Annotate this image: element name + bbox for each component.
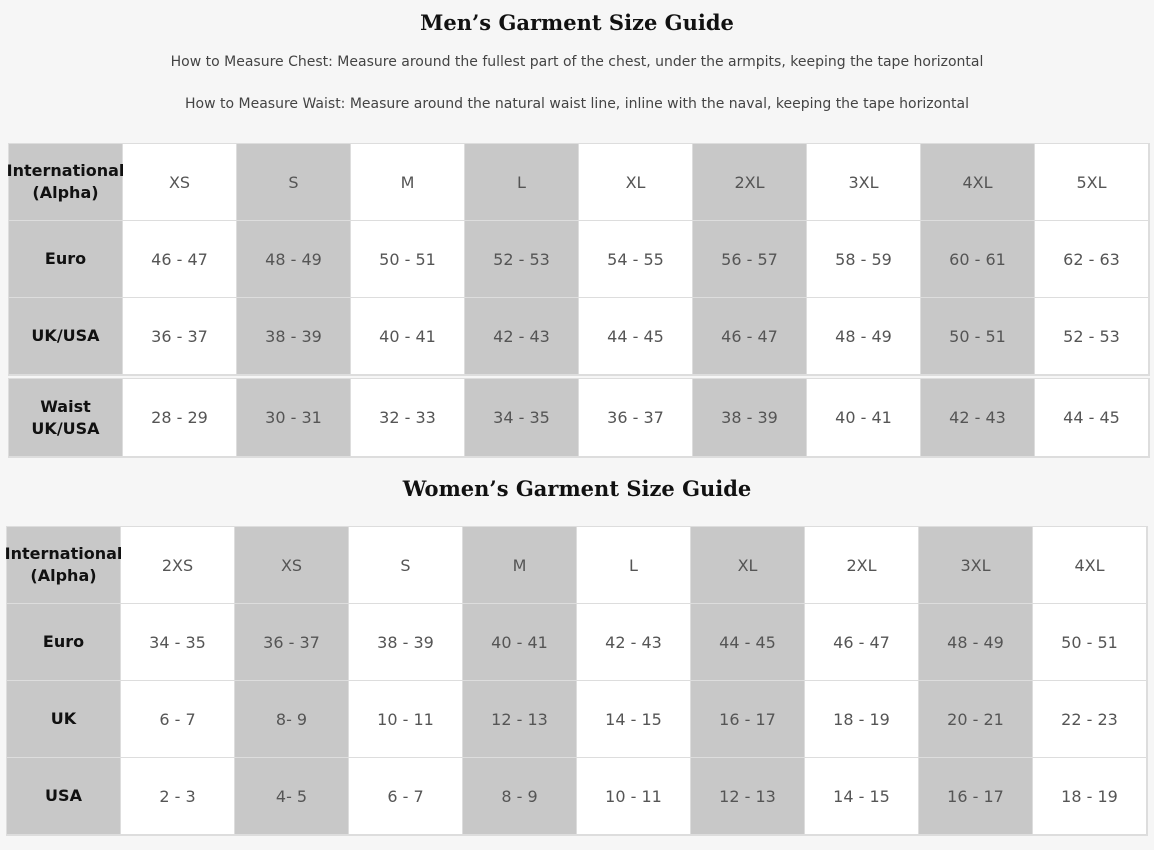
waist-instruction: How to Measure Waist: Measure around the… <box>185 96 969 112</box>
size-cell: XS <box>123 144 237 221</box>
size-cell: 50 - 51 <box>921 298 1035 375</box>
size-cell: 10 - 11 <box>577 758 691 835</box>
size-cell: 48 - 49 <box>237 221 351 298</box>
size-cell: 44 - 45 <box>1035 379 1149 457</box>
size-cell: 14 - 15 <box>805 758 919 835</box>
size-cell: 48 - 49 <box>919 604 1033 681</box>
size-cell: M <box>351 144 465 221</box>
size-cell: 34 - 35 <box>465 379 579 457</box>
size-cell: L <box>577 527 691 604</box>
row-header: UK <box>7 681 121 758</box>
size-cell: 22 - 23 <box>1033 681 1147 758</box>
size-cell: 36 - 37 <box>123 298 237 375</box>
size-cell: 5XL <box>1035 144 1149 221</box>
size-cell: 46 - 47 <box>805 604 919 681</box>
size-cell: 44 - 45 <box>691 604 805 681</box>
size-cell: 12 - 13 <box>691 758 805 835</box>
size-cell: 62 - 63 <box>1035 221 1149 298</box>
size-cell: 4- 5 <box>235 758 349 835</box>
size-cell: 8- 9 <box>235 681 349 758</box>
size-cell: 48 - 49 <box>807 298 921 375</box>
row-header: Euro <box>7 604 121 681</box>
size-cell: L <box>465 144 579 221</box>
mens-waist-size-table: Waist UK/USA 28 - 29 30 - 31 32 - 33 34 - 35… <box>8 378 1150 458</box>
size-cell: 42 - 43 <box>577 604 691 681</box>
size-cell: S <box>349 527 463 604</box>
size-cell: 50 - 51 <box>1033 604 1147 681</box>
size-cell: 30 - 31 <box>237 379 351 457</box>
size-cell: 38 - 39 <box>349 604 463 681</box>
size-cell: 52 - 53 <box>465 221 579 298</box>
size-cell: XL <box>691 527 805 604</box>
size-cell: 38 - 39 <box>237 298 351 375</box>
size-cell: 46 - 47 <box>123 221 237 298</box>
row-header: USA <box>7 758 121 835</box>
size-cell: 16 - 17 <box>919 758 1033 835</box>
size-cell: 54 - 55 <box>579 221 693 298</box>
size-cell: 4XL <box>1033 527 1147 604</box>
womens-title: Women’s Garment Size Guide <box>402 476 752 501</box>
size-cell: 2XL <box>693 144 807 221</box>
row-header: International (Alpha) <box>5 527 122 604</box>
size-cell: 36 - 37 <box>579 379 693 457</box>
size-cell: 2XS <box>121 527 235 604</box>
size-cell: XS <box>235 527 349 604</box>
size-cell: 52 - 53 <box>1035 298 1149 375</box>
size-cell: 6 - 7 <box>121 681 235 758</box>
row-header: UK/USA <box>9 298 123 375</box>
size-cell: 32 - 33 <box>351 379 465 457</box>
size-cell: 12 - 13 <box>463 681 577 758</box>
size-cell: 46 - 47 <box>693 298 807 375</box>
mens-title: Men’s Garment Size Guide <box>420 10 734 35</box>
mens-chest-size-table: International (Alpha) XS S M L XL 2XL 3XL 4XL 5XL… <box>7 143 1150 376</box>
size-cell: 42 - 43 <box>921 379 1035 457</box>
size-cell: 18 - 19 <box>1033 758 1147 835</box>
chest-instruction: How to Measure Chest: Measure around the… <box>170 54 984 70</box>
size-cell: 20 - 21 <box>919 681 1033 758</box>
row-header: Waist UK/USA <box>9 379 123 457</box>
size-cell: 4XL <box>921 144 1035 221</box>
size-cell: 40 - 41 <box>463 604 577 681</box>
size-cell: 60 - 61 <box>921 221 1035 298</box>
row-header: Euro <box>9 221 123 298</box>
size-cell: 42 - 43 <box>465 298 579 375</box>
size-cell: 34 - 35 <box>121 604 235 681</box>
size-cell: 14 - 15 <box>577 681 691 758</box>
size-cell: 38 - 39 <box>693 379 807 457</box>
size-cell: 58 - 59 <box>807 221 921 298</box>
size-cell: 10 - 11 <box>349 681 463 758</box>
size-cell: 8 - 9 <box>463 758 577 835</box>
size-cell: 3XL <box>807 144 921 221</box>
size-cell: M <box>463 527 577 604</box>
size-cell: 28 - 29 <box>123 379 237 457</box>
size-cell: 16 - 17 <box>691 681 805 758</box>
size-cell: 3XL <box>919 527 1033 604</box>
row-header: International (Alpha) <box>7 144 124 221</box>
size-cell: 2XL <box>805 527 919 604</box>
size-cell: 40 - 41 <box>351 298 465 375</box>
size-cell: 40 - 41 <box>807 379 921 457</box>
size-cell: S <box>237 144 351 221</box>
size-cell: 18 - 19 <box>805 681 919 758</box>
size-cell: 6 - 7 <box>349 758 463 835</box>
size-cell: 50 - 51 <box>351 221 465 298</box>
size-cell: 2 - 3 <box>121 758 235 835</box>
size-cell: 36 - 37 <box>235 604 349 681</box>
womens-size-table: International (Alpha) 2XS XS S M L XL 2XL 3XL 4XL… <box>5 526 1148 836</box>
size-cell: 44 - 45 <box>579 298 693 375</box>
size-cell: XL <box>579 144 693 221</box>
size-cell: 56 - 57 <box>693 221 807 298</box>
